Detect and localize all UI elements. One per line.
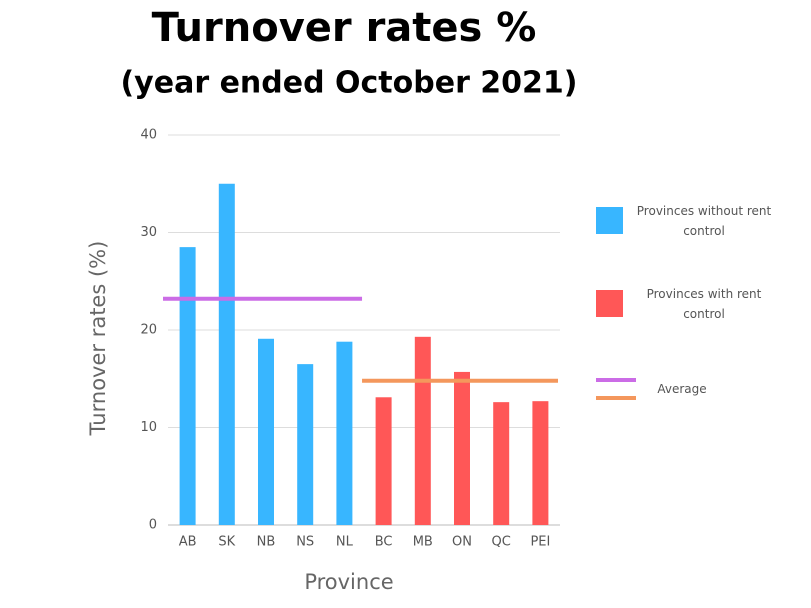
x-tick-label: SK <box>218 535 235 550</box>
bar <box>179 247 196 525</box>
y-tick-label: 40 <box>140 128 157 143</box>
legend-label: Provinces with rent control <box>646 287 762 321</box>
x-tick-label: BC <box>375 535 393 550</box>
bar <box>493 402 510 525</box>
y-tick-label: 0 <box>149 518 157 533</box>
x-tick-label: NL <box>336 535 354 550</box>
x-tick-label: QC <box>492 535 511 550</box>
x-axis-title: Province <box>304 570 394 594</box>
legend-label: Average <box>657 382 707 396</box>
bar <box>375 397 392 525</box>
x-tick-label: PEI <box>530 535 550 550</box>
y-axis-title: Turnover rates (%) <box>86 240 110 436</box>
x-tick-label: NB <box>257 535 276 550</box>
x-tick-label: MB <box>413 535 433 550</box>
chart-title: Turnover rates % <box>152 5 537 51</box>
bar <box>218 183 235 525</box>
bar <box>454 371 470 525</box>
x-tick-label: AB <box>179 535 197 550</box>
bar <box>414 336 431 525</box>
y-tick-label: 20 <box>140 323 157 338</box>
y-tick-label: 30 <box>140 225 157 240</box>
y-tick-label: 10 <box>140 420 157 435</box>
bar <box>258 338 274 525</box>
legend-label: Provinces without rent control <box>636 204 772 238</box>
legend-swatch <box>596 290 623 317</box>
bar <box>336 341 353 525</box>
legend-swatch <box>596 207 623 234</box>
x-tick-label: ON <box>452 535 472 550</box>
bar <box>297 364 314 525</box>
x-tick-label: NS <box>296 535 314 550</box>
bar <box>532 401 549 525</box>
chart-subtitle: (year ended October 2021) <box>120 66 577 101</box>
